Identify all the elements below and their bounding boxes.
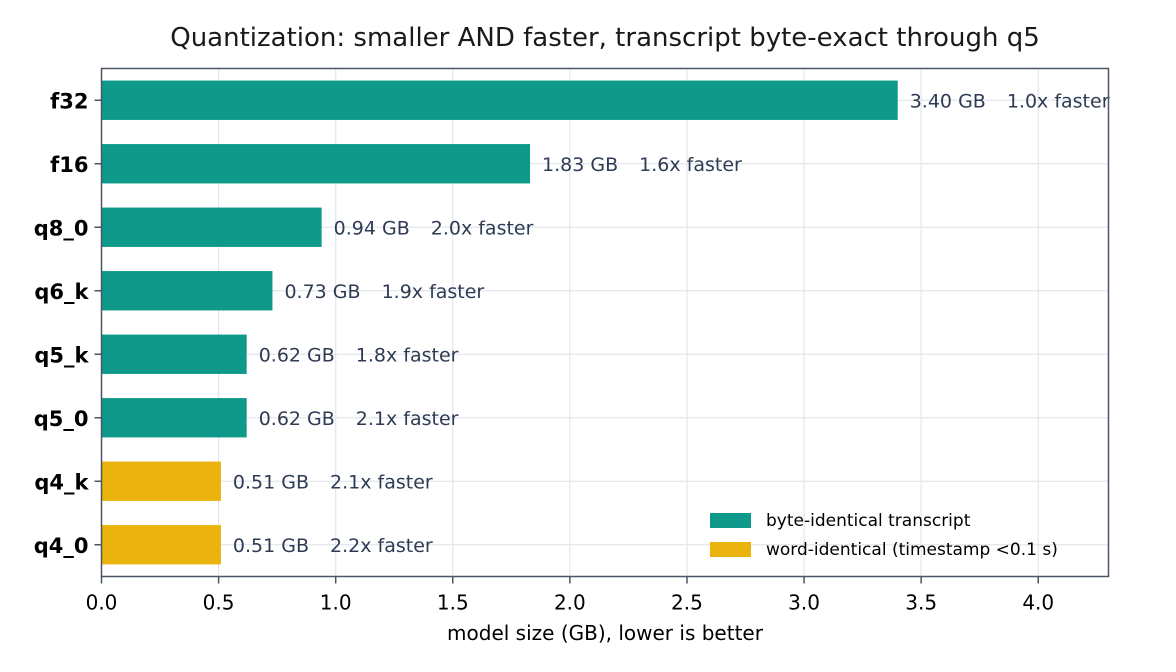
y-tick-label-q5_k: q5_k <box>34 343 89 367</box>
bar-f16 <box>101 144 531 184</box>
size-label-f32: 3.40 GB <box>910 90 986 112</box>
size-label-q5_0: 0.62 GB <box>259 408 335 430</box>
speed-label-q8_0: 2.0x faster <box>431 217 534 239</box>
x-tick-label: 2.5 <box>671 591 703 615</box>
y-tick-label-f16: f16 <box>50 153 88 177</box>
speed-label-q4_0: 2.2x faster <box>330 535 433 557</box>
y-axis: f32 f16 q8_0 q6_k q5_k q5_0 q4_k q4_0 <box>34 89 102 558</box>
y-tick-label-q8_0: q8_0 <box>34 216 89 240</box>
plot-frame <box>100 67 1110 578</box>
legend-label-word-identical: word-identical (timestamp <0.1 s) <box>766 540 1058 560</box>
bar-q6_k <box>101 271 273 311</box>
size-label-q8_0: 0.94 GB <box>334 217 410 239</box>
y-tick-label-f32: f32 <box>50 89 88 113</box>
y-tick-label-q4_0: q4_0 <box>34 534 89 558</box>
speed-label-q6_k: 1.9x faster <box>382 281 485 303</box>
bar-q4_k <box>101 461 221 501</box>
x-tick-label: 1.0 <box>320 591 352 615</box>
y-tick-label-q6_k: q6_k <box>34 280 89 304</box>
bars <box>101 80 898 565</box>
size-label-q6_k: 0.73 GB <box>284 281 360 303</box>
chart-title: Quantization: smaller AND faster, transc… <box>170 23 1040 53</box>
x-tick-label: 3.5 <box>905 591 937 615</box>
speed-label-q4_k: 2.1x faster <box>330 471 433 493</box>
size-label-f16: 1.83 GB <box>542 154 618 176</box>
speed-label-f32: 1.0x faster <box>1007 90 1110 112</box>
x-tick-label: 4.0 <box>1022 591 1054 615</box>
legend-swatch-word-identical <box>710 542 751 557</box>
x-tick-label: 0.5 <box>203 591 235 615</box>
x-tick-label: 3.0 <box>788 591 820 615</box>
speed-label-q5_0: 2.1x faster <box>356 408 459 430</box>
bar-labels: 3.40 GB 1.0x faster 1.83 GB 1.6x faster 0.94… <box>233 90 1110 557</box>
speed-label-q5_k: 1.8x faster <box>356 344 459 366</box>
size-label-q5_k: 0.62 GB <box>259 344 335 366</box>
legend-label-byte-identical: byte-identical transcript <box>766 511 971 531</box>
bar-f32 <box>101 80 898 120</box>
legend-swatch-byte-identical <box>710 513 751 528</box>
bar-q5_k <box>101 334 247 374</box>
bar-q8_0 <box>101 207 322 247</box>
speed-label-f16: 1.6x faster <box>639 154 742 176</box>
bar-q4_0 <box>101 525 221 565</box>
legend: byte-identical transcript word-identical … <box>710 511 1058 560</box>
size-label-q4_k: 0.51 GB <box>233 471 309 493</box>
y-tick-label-q5_0: q5_0 <box>34 407 89 431</box>
x-tick-label: 0.0 <box>86 591 118 615</box>
size-label-q4_0: 0.51 GB <box>233 535 309 557</box>
x-axis: 0.0 0.5 1.0 1.5 2.0 2.5 3.0 3.5 4.0 <box>86 576 1054 615</box>
y-tick-label-q4_k: q4_k <box>34 470 89 494</box>
x-tick-label: 2.0 <box>554 591 586 615</box>
x-axis-label: model size (GB), lower is better <box>447 621 764 645</box>
x-tick-label: 1.5 <box>437 591 469 615</box>
bar-q5_0 <box>101 398 247 438</box>
